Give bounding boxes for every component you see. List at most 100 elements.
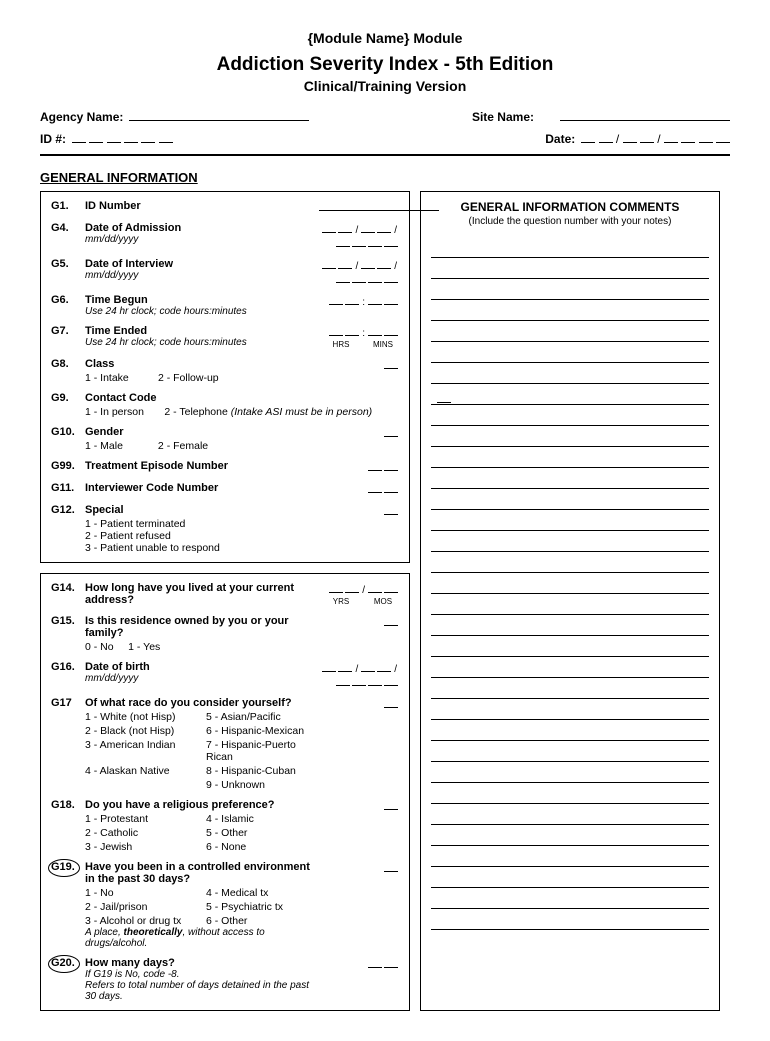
answer-blank[interactable]	[319, 200, 399, 214]
section-title: GENERAL INFORMATION	[40, 170, 730, 185]
answer-blank[interactable]: :	[319, 294, 399, 317]
comment-line[interactable]	[431, 552, 709, 573]
question-g4: G4.Date of Admissionmm/dd/yyyy//	[51, 222, 399, 250]
comment-line[interactable]	[431, 804, 709, 825]
question-options-grid: 1 - Protestant4 - Islamic2 - Catholic5 -…	[85, 813, 319, 853]
answer-blank[interactable]	[319, 482, 399, 496]
comment-line[interactable]	[431, 825, 709, 846]
question-label: Do you have a religious preference?	[85, 799, 319, 811]
comment-line[interactable]	[431, 762, 709, 783]
comment-lines[interactable]	[431, 237, 709, 930]
comment-line[interactable]	[431, 426, 709, 447]
question-options: 1 - Patient terminated2 - Patient refuse…	[85, 518, 319, 554]
question-number: G1.	[51, 200, 85, 214]
comment-line[interactable]	[431, 657, 709, 678]
id-label: ID #:	[40, 132, 66, 146]
question-number: G5.	[51, 258, 85, 286]
question-hint: mm/dd/yyyy	[85, 270, 319, 281]
comment-line[interactable]	[431, 279, 709, 300]
question-g14: G14.How long have you lived at your curr…	[51, 582, 399, 607]
comment-line[interactable]	[431, 678, 709, 699]
comment-line[interactable]	[431, 741, 709, 762]
comment-line[interactable]	[431, 615, 709, 636]
answer-blank[interactable]: :HRSMINS	[319, 325, 399, 350]
comment-line[interactable]	[431, 510, 709, 531]
question-label: Treatment Episode Number	[85, 460, 319, 472]
comment-line[interactable]	[431, 405, 709, 426]
comment-line[interactable]	[431, 300, 709, 321]
answer-blank[interactable]	[319, 615, 399, 653]
answer-blank[interactable]: //	[319, 222, 399, 250]
question-body: Treatment Episode Number	[85, 460, 319, 474]
comment-line[interactable]	[431, 258, 709, 279]
question-hint: Use 24 hr clock; code hours:minutes	[85, 306, 319, 317]
question-body: How many days?If G19 is No, code -8.Refe…	[85, 957, 319, 1002]
question-number: G7.	[51, 325, 85, 350]
question-number: G11.	[51, 482, 85, 496]
question-options: 1 - Intake 2 - Follow-up	[85, 372, 319, 384]
comment-line[interactable]	[431, 468, 709, 489]
question-label: Of what race do you consider yourself?	[85, 697, 319, 709]
box-general-info: G1.ID Number G4.Date of Admissionmm/dd/yy…	[40, 191, 410, 563]
answer-blank[interactable]	[319, 697, 399, 791]
answer-blank[interactable]	[319, 799, 399, 853]
question-body: Is this residence owned by you or your f…	[85, 615, 319, 653]
question-body: Have you been in a controlled environmen…	[85, 861, 319, 949]
question-body: Date of Admissionmm/dd/yyyy	[85, 222, 319, 250]
comment-line[interactable]	[431, 636, 709, 657]
comment-line[interactable]	[431, 909, 709, 930]
question-number: G9.	[51, 392, 85, 418]
site-blank[interactable]	[560, 120, 730, 121]
comment-line[interactable]	[431, 783, 709, 804]
left-column: G1.ID Number G4.Date of Admissionmm/dd/yy…	[40, 191, 410, 1011]
comment-line[interactable]	[431, 447, 709, 468]
question-label: Date of birth	[85, 661, 319, 673]
answer-blank[interactable]: /YRSMOS	[319, 582, 399, 607]
comment-line[interactable]	[431, 699, 709, 720]
answer-blank[interactable]	[319, 426, 399, 452]
comment-line[interactable]	[431, 594, 709, 615]
question-label: ID Number	[85, 200, 319, 212]
comment-line[interactable]	[431, 867, 709, 888]
module-header: {Module Name} Module	[40, 30, 730, 46]
comment-line[interactable]	[431, 531, 709, 552]
id-blanks[interactable]	[72, 132, 173, 146]
answer-blank[interactable]	[319, 504, 399, 554]
question-number: G19.	[51, 861, 85, 949]
comment-line[interactable]	[431, 573, 709, 594]
answer-blank[interactable]: //	[319, 258, 399, 286]
comment-line[interactable]	[431, 384, 709, 405]
answer-blank[interactable]	[319, 358, 399, 384]
comments-box: GENERAL INFORMATION COMMENTS (Include th…	[420, 191, 720, 1011]
question-g19: G19.Have you been in a controlled enviro…	[51, 861, 399, 949]
question-options-grid: 1 - White (not Hisp)5 - Asian/Pacific2 -…	[85, 711, 319, 791]
answer-blank[interactable]: //	[319, 661, 399, 689]
comment-line[interactable]	[431, 342, 709, 363]
comment-line[interactable]	[431, 720, 709, 741]
comment-line[interactable]	[431, 321, 709, 342]
question-body: How long have you lived at your current …	[85, 582, 319, 607]
question-g10: G10.Gender1 - Male 2 - Female	[51, 426, 399, 452]
question-hint-after: A place, theoretically, without access t…	[85, 927, 319, 949]
comment-line[interactable]	[431, 363, 709, 384]
question-number: G8.	[51, 358, 85, 384]
date-blanks[interactable]: / /	[581, 132, 730, 146]
comment-line[interactable]	[431, 489, 709, 510]
question-label: Interviewer Code Number	[85, 482, 319, 494]
question-number: G20.	[51, 957, 85, 1002]
agency-blank[interactable]	[129, 120, 309, 121]
comment-line[interactable]	[431, 888, 709, 909]
comment-line[interactable]	[431, 237, 709, 258]
answer-blank[interactable]	[319, 460, 399, 474]
answer-blank[interactable]	[319, 861, 399, 949]
answer-blank[interactable]	[319, 957, 399, 1002]
question-g8: G8.Class1 - Intake 2 - Follow-up	[51, 358, 399, 384]
question-g20: G20.How many days?If G19 is No, code -8.…	[51, 957, 399, 1002]
question-options: 0 - No 1 - Yes	[85, 641, 319, 653]
question-g9: G9.Contact Code1 - In person 2 - Telepho…	[51, 392, 399, 418]
comment-line[interactable]	[431, 846, 709, 867]
question-g17: G17Of what race do you consider yourself…	[51, 697, 399, 791]
question-body: Class1 - Intake 2 - Follow-up	[85, 358, 319, 384]
question-g15: G15.Is this residence owned by you or yo…	[51, 615, 399, 653]
question-g16: G16.Date of birthmm/dd/yyyy//	[51, 661, 399, 689]
